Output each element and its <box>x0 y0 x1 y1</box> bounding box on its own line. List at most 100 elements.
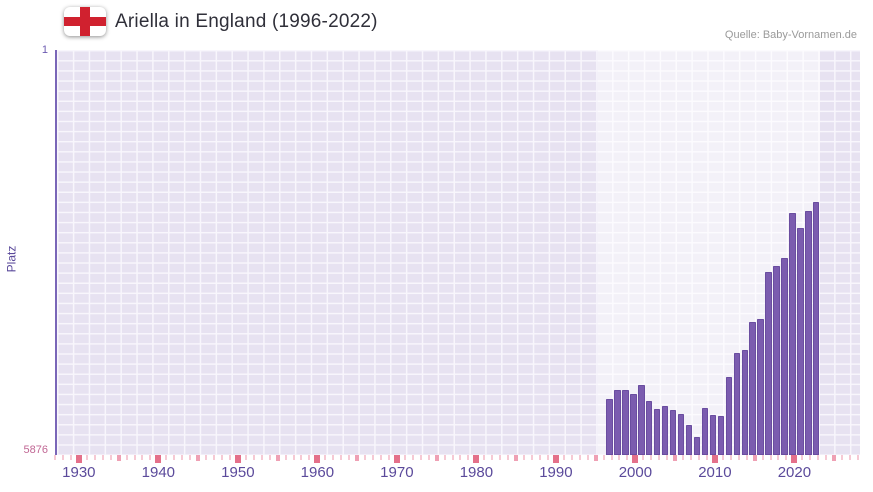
x-tick-1990 <box>552 455 559 463</box>
x-tick-1941 <box>165 455 168 460</box>
x-tick-2007 <box>690 455 693 460</box>
x-tick-2012 <box>729 455 732 460</box>
x-tick-1973 <box>419 455 422 460</box>
england-flag-icon <box>64 7 106 36</box>
x-axis-label-1970: 1970 <box>380 464 414 481</box>
x-tick-1955 <box>275 455 280 461</box>
x-tick-1937 <box>133 455 136 460</box>
bar-2002[interactable] <box>654 409 661 455</box>
bar-2009[interactable] <box>709 415 717 455</box>
x-tick-1954 <box>268 455 271 460</box>
x-tick-1952 <box>252 455 255 460</box>
bar-2014[interactable] <box>749 321 756 455</box>
x-tick-1968 <box>379 455 382 460</box>
bar-2010[interactable] <box>717 415 725 455</box>
bar-2018[interactable] <box>781 258 788 455</box>
x-tick-1991 <box>562 455 565 460</box>
x-axis-label-2000: 2000 <box>618 464 653 481</box>
x-tick-1947 <box>213 455 215 460</box>
bar-2003[interactable] <box>662 405 669 455</box>
x-tick-1976 <box>443 455 446 460</box>
x-tick-1935 <box>116 455 121 461</box>
x-tick-2027 <box>849 455 852 460</box>
x-tick-1998 <box>618 455 621 460</box>
x-tick-1962 <box>332 455 335 460</box>
bar-2005[interactable] <box>677 413 685 455</box>
x-tick-1981 <box>483 455 486 460</box>
bar-2012[interactable] <box>733 352 740 455</box>
x-tick-2015 <box>752 455 757 461</box>
x-tick-1929 <box>69 455 72 460</box>
x-tick-1993 <box>578 455 581 460</box>
bar-2022[interactable] <box>813 202 820 455</box>
bar-2020[interactable] <box>797 227 804 455</box>
x-tick-1939 <box>149 455 152 460</box>
x-tick-2005 <box>673 455 678 461</box>
bar-2000[interactable] <box>638 384 645 455</box>
x-tick-1931 <box>85 455 88 460</box>
x-axis-label-1940: 1940 <box>141 464 176 481</box>
x-axis-label-2020: 2020 <box>777 464 812 481</box>
x-tick-1979 <box>467 455 470 460</box>
bar-1999[interactable] <box>630 393 637 455</box>
x-tick-1951 <box>244 455 247 460</box>
x-tick-1940 <box>155 455 162 463</box>
bar-2016[interactable] <box>765 271 772 455</box>
x-tick-1927 <box>54 455 56 460</box>
x-axis-label-2010: 2010 <box>698 464 732 481</box>
chart-title: Ariella in England (1996-2022) <box>115 11 378 32</box>
x-tick-2024 <box>825 455 828 460</box>
x-tick-1949 <box>228 455 231 460</box>
bar-2004[interactable] <box>669 409 677 455</box>
x-tick-1959 <box>308 455 311 460</box>
bar-2007[interactable] <box>693 436 701 455</box>
bar-2017[interactable] <box>773 266 780 455</box>
x-tick-1975 <box>434 455 439 461</box>
bar-1997[interactable] <box>614 389 621 455</box>
x-tick-2001 <box>642 455 645 460</box>
y-tick-min: 5876 <box>23 444 48 456</box>
bar-2006[interactable] <box>685 424 693 455</box>
x-tick-1933 <box>101 455 104 460</box>
x-tick-2008 <box>697 455 700 460</box>
x-tick-2017 <box>769 455 772 460</box>
x-tick-1944 <box>189 455 192 460</box>
bar-2013[interactable] <box>741 349 748 455</box>
x-tick-2026 <box>841 455 844 460</box>
x-axis-labels: 1930 1940 1950 1960 1970 1980 1990 2000 2010 2020 <box>55 464 858 486</box>
bar-2015[interactable] <box>757 318 764 455</box>
x-tick-1987 <box>531 455 534 460</box>
bar-2011[interactable] <box>725 377 732 455</box>
x-tick-1996 <box>602 455 605 460</box>
x-tick-2020 <box>791 455 798 463</box>
x-tick-1982 <box>491 455 494 460</box>
x-tick-2016 <box>761 455 764 460</box>
x-tick-2022 <box>809 455 812 460</box>
header: Ariella in England (1996-2022) Quelle: B… <box>0 0 873 48</box>
bar-1998[interactable] <box>622 390 629 455</box>
x-tick-1978 <box>459 455 462 460</box>
bar-2019[interactable] <box>789 213 796 455</box>
x-tick-1980 <box>473 455 480 463</box>
y-tick-max: 1 <box>41 44 48 56</box>
x-tick-1997 <box>610 455 613 460</box>
flag-cross-horizontal <box>64 17 106 26</box>
bar-2001[interactable] <box>646 400 653 455</box>
x-tick-1932 <box>93 455 96 460</box>
bar-2021[interactable] <box>805 211 812 455</box>
x-tick-1961 <box>324 455 327 460</box>
x-axis-label-1980: 1980 <box>459 464 494 481</box>
x-tick-2019 <box>785 455 788 460</box>
bar-2008[interactable] <box>701 407 709 455</box>
x-tick-1938 <box>141 455 144 460</box>
x-tick-2010 <box>711 455 718 463</box>
source-link[interactable]: Quelle: Baby-Vornamen.de <box>724 29 857 41</box>
x-tick-2023 <box>817 455 820 460</box>
x-tick-1970 <box>393 455 400 463</box>
x-tick-1999 <box>626 455 629 460</box>
x-tick-2021 <box>801 455 804 460</box>
x-tick-1963 <box>340 455 343 460</box>
bar-1996[interactable] <box>606 398 613 455</box>
x-tick-1985 <box>514 455 519 461</box>
